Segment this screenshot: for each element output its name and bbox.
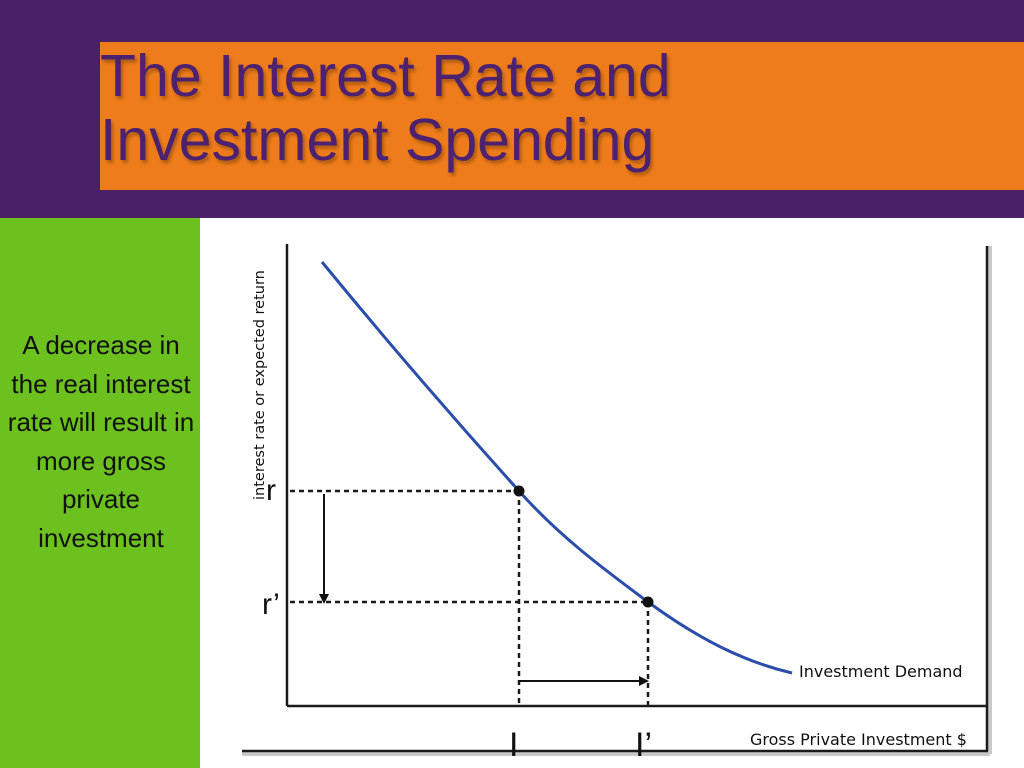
investment-demand-diagram — [200, 218, 1024, 768]
x-axis-label: Gross Private Investment $ — [750, 730, 967, 749]
rate-high-label: r — [266, 474, 276, 507]
point-rprime-iprime — [642, 596, 654, 608]
slide-title: The Interest Rate and Investment Spendin… — [100, 44, 671, 172]
title-line-2: Investment Spending — [100, 107, 655, 173]
rate-low-label: r’ — [262, 588, 280, 621]
y-axis-label: interest rate or expected return — [252, 270, 268, 500]
sidebar-panel — [0, 218, 200, 768]
title-band — [100, 42, 1024, 190]
investment-demand-curve — [320, 261, 793, 675]
investment-high-label: I’ — [635, 726, 652, 764]
curve-label: Investment Demand — [799, 662, 963, 681]
point-r-i — [513, 485, 525, 497]
sidebar-description: A decrease in the real interest rate wil… — [7, 330, 195, 553]
investment-low-label: I — [509, 726, 518, 764]
title-line-1: The Interest Rate and — [100, 43, 671, 109]
